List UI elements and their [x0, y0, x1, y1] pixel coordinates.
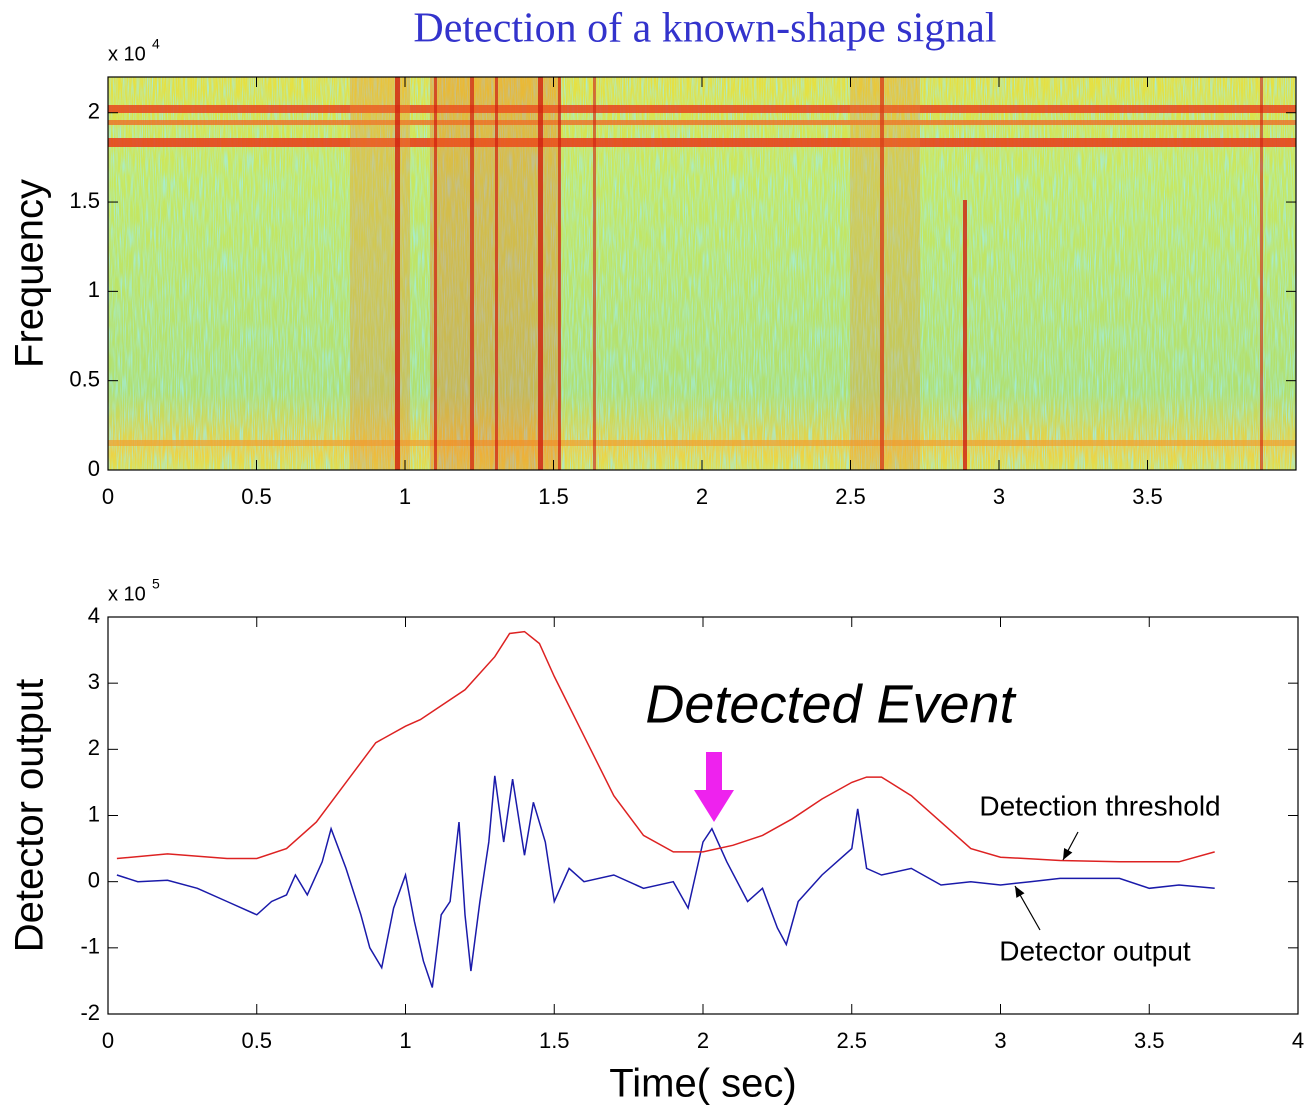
y-tick-label: 3 [88, 669, 100, 694]
annotation: Detected Event [645, 674, 1016, 734]
y-scale-label: x 10 [108, 583, 146, 605]
y-tick-label: 0 [88, 867, 100, 892]
line-series [116, 775, 1215, 988]
y-tick-label: 4 [88, 603, 100, 628]
x-axis-label: Time( sec) [609, 1062, 796, 1106]
chart-title: Detection of a known-shape signal [413, 6, 996, 52]
x-tick-label: 3.5 [1132, 484, 1163, 509]
spectrogram-image [108, 77, 1296, 470]
x-tick-label: 3.5 [1134, 1028, 1165, 1053]
y-tick-label: 1 [88, 801, 100, 826]
y-tick-label: -2 [80, 1000, 100, 1025]
x-tick-label: 1.5 [538, 484, 569, 509]
y-tick-label: 0.5 [69, 366, 100, 391]
annotation: Detector output [999, 935, 1191, 966]
x-tick-label: 1.5 [539, 1028, 570, 1053]
annotation: Detection threshold [979, 790, 1220, 821]
x-tick-label: 2 [696, 484, 708, 509]
x-tick-label: 4 [1292, 1028, 1304, 1053]
x-tick-label: 2.5 [835, 484, 866, 509]
plot-frame [107, 616, 1299, 1015]
x-tick-label: 2 [697, 1028, 709, 1053]
y-tick-label: 2 [88, 735, 100, 760]
y-tick-label: -1 [80, 934, 100, 959]
y-tick-label: 0 [88, 456, 100, 481]
plot-frame [107, 76, 1297, 471]
line-series [116, 630, 1215, 863]
annotation-arrowhead [1063, 848, 1073, 860]
x-tick-label: 0.5 [241, 484, 272, 509]
x-tick-label: 1 [399, 1028, 411, 1053]
x-tick-label: 0 [102, 1028, 114, 1053]
y-scale-label: x 10 [108, 43, 146, 65]
y-axis-label: Frequency [8, 179, 52, 368]
annotation-arrowhead [1015, 886, 1025, 898]
y-scale-exponent: 5 [152, 576, 160, 592]
y-tick-label: 2 [88, 99, 100, 124]
y-tick-label: 1 [88, 277, 100, 302]
x-tick-label: 3 [994, 1028, 1006, 1053]
y-scale-exponent: 4 [152, 36, 160, 52]
x-tick-label: 0.5 [241, 1028, 272, 1053]
y-axis-label: Detector output [8, 679, 52, 953]
x-tick-label: 0 [102, 484, 114, 509]
x-tick-label: 2.5 [836, 1028, 867, 1053]
y-tick-label: 1.5 [69, 188, 100, 213]
x-tick-label: 1 [399, 484, 411, 509]
x-tick-label: 3 [993, 484, 1005, 509]
event-arrow [694, 752, 734, 822]
